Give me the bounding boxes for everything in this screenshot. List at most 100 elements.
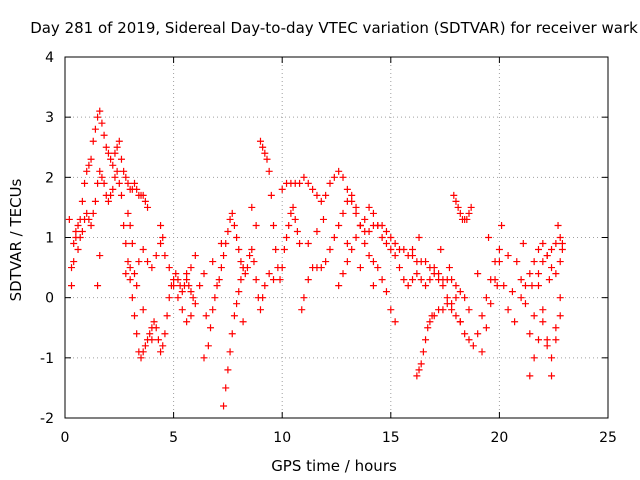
- data-point: [196, 282, 204, 290]
- data-point: [126, 221, 134, 229]
- data-point: [131, 270, 139, 278]
- data-point: [202, 312, 210, 320]
- data-point: [352, 234, 360, 241]
- data-point: [178, 288, 186, 296]
- data-point: [543, 336, 551, 344]
- data-point: [539, 258, 547, 266]
- data-point: [81, 179, 89, 187]
- data-point: [298, 306, 306, 314]
- data-point: [526, 372, 534, 380]
- data-point: [356, 221, 364, 229]
- data-point: [511, 318, 519, 326]
- data-point: [548, 372, 556, 380]
- data-point: [335, 167, 343, 175]
- data-point: [172, 270, 180, 278]
- data-point: [78, 197, 86, 205]
- data-point: [456, 209, 464, 217]
- data-point: [417, 360, 425, 368]
- data-point: [170, 282, 178, 290]
- y-tick-label: 3: [45, 110, 54, 126]
- data-point: [209, 306, 217, 314]
- data-point: [78, 227, 86, 235]
- data-point: [131, 312, 139, 320]
- data-point: [289, 203, 297, 211]
- data-point: [148, 336, 156, 344]
- data-point: [382, 240, 390, 248]
- data-point: [382, 288, 390, 296]
- data-point: [322, 258, 330, 266]
- data-point: [211, 294, 219, 302]
- data-point: [463, 215, 471, 223]
- data-point: [248, 246, 256, 254]
- data-point: [74, 246, 82, 254]
- data-point: [235, 288, 243, 296]
- data-point: [296, 179, 304, 187]
- data-point: [237, 276, 245, 284]
- data-point: [163, 312, 171, 320]
- data-point: [548, 264, 556, 272]
- data-point: [200, 270, 208, 278]
- data-point: [545, 276, 553, 284]
- data-point: [352, 209, 360, 217]
- data-point: [300, 173, 308, 181]
- data-point: [543, 342, 551, 350]
- data-point: [139, 191, 147, 199]
- data-point: [96, 252, 104, 260]
- data-point: [430, 312, 438, 320]
- data-point: [98, 119, 106, 127]
- data-point: [126, 264, 134, 272]
- data-point: [313, 227, 321, 235]
- data-point: [120, 167, 128, 175]
- data-point: [391, 240, 399, 248]
- data-point: [239, 264, 247, 272]
- data-point: [300, 294, 308, 302]
- data-point: [465, 336, 473, 344]
- data-point: [409, 276, 417, 284]
- data-point: [256, 306, 264, 314]
- data-point: [159, 342, 167, 350]
- x-tick-label: 20: [490, 430, 508, 446]
- data-point: [159, 234, 167, 241]
- data-point: [413, 372, 421, 380]
- data-point: [343, 240, 351, 248]
- data-point: [76, 234, 84, 241]
- data-point: [400, 246, 408, 254]
- y-tick-label: 1: [45, 231, 54, 247]
- data-point: [330, 234, 338, 241]
- data-point: [443, 294, 451, 302]
- data-point: [293, 227, 301, 235]
- data-point: [426, 318, 434, 326]
- data-point: [191, 252, 199, 260]
- data-point: [187, 288, 195, 296]
- y-tick-label: 0: [45, 291, 54, 307]
- data-point: [313, 191, 321, 199]
- data-point: [426, 276, 434, 284]
- data-point: [530, 258, 538, 266]
- data-point: [534, 336, 542, 344]
- data-point: [387, 306, 395, 314]
- data-point: [96, 107, 104, 115]
- data-point: [261, 149, 269, 157]
- data-point: [335, 282, 343, 290]
- data-point: [91, 125, 99, 133]
- data-point: [528, 282, 536, 290]
- data-point: [139, 306, 147, 314]
- data-point: [278, 185, 286, 193]
- data-point: [365, 227, 373, 235]
- data-point: [252, 221, 260, 229]
- data-point: [469, 342, 477, 350]
- data-point: [139, 348, 147, 356]
- data-point: [228, 209, 236, 217]
- data-point: [185, 282, 193, 290]
- data-point: [552, 270, 560, 278]
- data-point: [102, 143, 110, 151]
- data-point: [474, 270, 482, 278]
- data-point: [111, 149, 119, 157]
- y-tick-label: -2: [40, 411, 54, 427]
- data-point: [404, 282, 412, 290]
- data-point: [526, 330, 534, 338]
- data-point: [548, 246, 556, 254]
- data-point: [554, 221, 562, 229]
- data-point: [157, 348, 165, 356]
- data-point: [233, 234, 241, 241]
